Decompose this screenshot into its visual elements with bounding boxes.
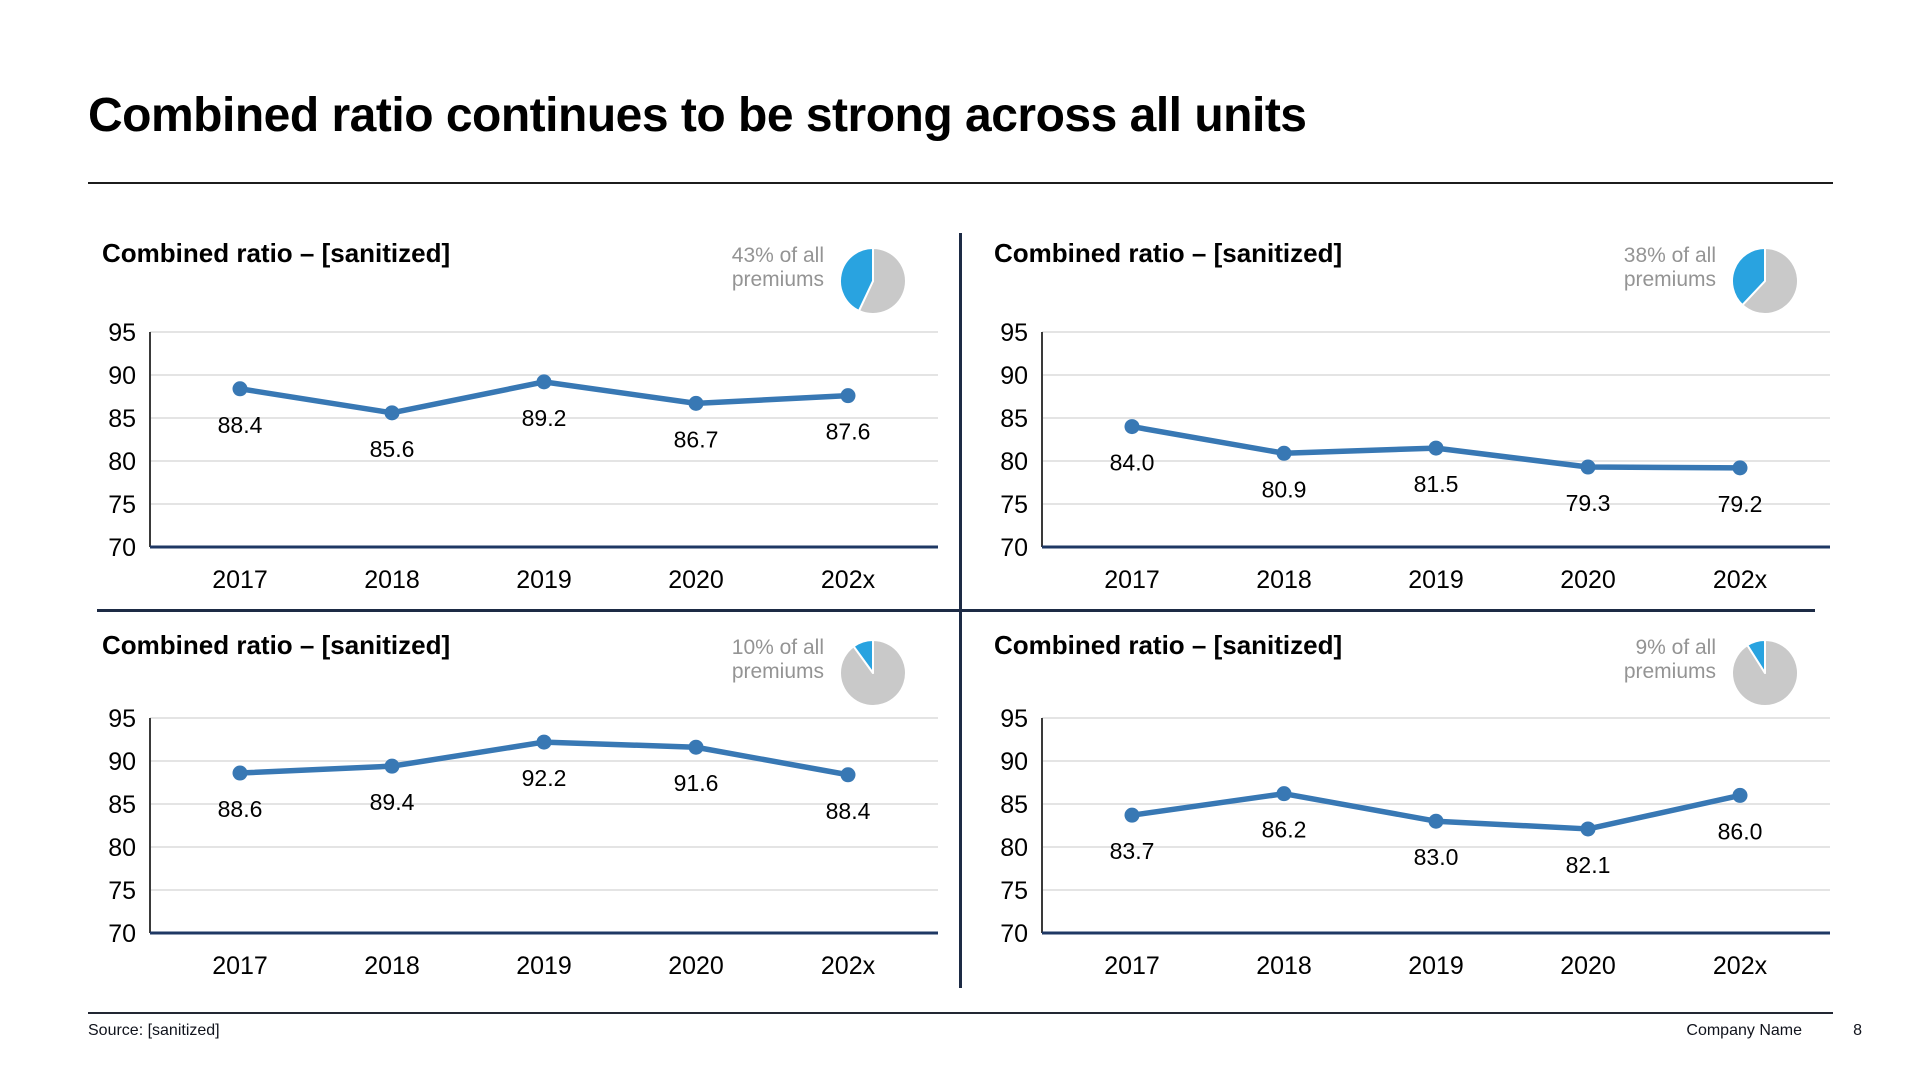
svg-text:89.2: 89.2 (522, 405, 567, 431)
svg-text:75: 75 (108, 877, 136, 905)
title-underline (88, 182, 1833, 184)
svg-text:80.9: 80.9 (1262, 476, 1307, 502)
svg-text:88.4: 88.4 (218, 412, 263, 438)
svg-text:2017: 2017 (212, 952, 268, 980)
svg-text:70: 70 (1000, 920, 1028, 948)
svg-text:80: 80 (1000, 448, 1028, 476)
page-title: Combined ratio continues to be strong ac… (88, 89, 1307, 142)
chart-title: Combined ratio – [sanitized] (994, 238, 1343, 268)
svg-text:202x: 202x (1713, 952, 1768, 980)
svg-text:80: 80 (108, 834, 136, 862)
svg-text:70: 70 (108, 534, 136, 562)
footer-source: Source: [sanitized] (88, 1022, 220, 1039)
svg-text:79.3: 79.3 (1566, 490, 1611, 516)
svg-text:2019: 2019 (1408, 566, 1464, 594)
svg-text:85: 85 (108, 791, 136, 819)
svg-text:95: 95 (1000, 706, 1028, 733)
svg-text:88.4: 88.4 (826, 798, 871, 824)
quadrant-bottom-right: Combined ratio – [sanitized] 9% of all p… (980, 622, 1832, 996)
svg-text:91.6: 91.6 (674, 770, 719, 796)
quadrant-bottom-left: Combined ratio – [sanitized] 10% of all … (88, 622, 940, 996)
svg-text:90: 90 (1000, 362, 1028, 390)
premium-share-label: 10% of all premiums (731, 636, 824, 684)
svg-text:85: 85 (1000, 405, 1028, 433)
svg-text:202x: 202x (821, 566, 876, 594)
svg-text:88.6: 88.6 (218, 796, 263, 822)
svg-text:2020: 2020 (1560, 566, 1616, 594)
svg-text:87.6: 87.6 (826, 419, 871, 445)
line-chart: 95 90 85 80 75 70 2017 2018 2019 2020 202x 83.7 86.2… (1000, 706, 1830, 980)
svg-text:83.7: 83.7 (1110, 838, 1155, 864)
svg-text:2019: 2019 (516, 952, 572, 980)
line-chart: 95 90 85 80 75 70 2017 2018 2019 2020 202x 88.6 89.4… (108, 706, 938, 980)
svg-text:90: 90 (1000, 748, 1028, 776)
svg-text:85: 85 (1000, 791, 1028, 819)
chart-title: Combined ratio – [sanitized] (102, 630, 451, 660)
chart-title: Combined ratio – [sanitized] (102, 238, 451, 268)
line-chart: 95 90 85 80 75 70 2017 2018 2019 2020 202x 88.4 85.6… (108, 320, 938, 594)
svg-text:2018: 2018 (364, 566, 420, 594)
svg-text:85.6: 85.6 (370, 436, 415, 462)
chart-title: Combined ratio – [sanitized] (994, 630, 1343, 660)
quadrant-top-left: Combined ratio – [sanitized] 43% of all … (88, 230, 940, 610)
chart-header: Combined ratio – [sanitized] 9% of all p… (980, 622, 1832, 707)
premium-pie-icon (839, 639, 907, 707)
svg-text:202x: 202x (821, 952, 876, 980)
svg-text:92.2: 92.2 (522, 765, 567, 791)
svg-text:80: 80 (1000, 834, 1028, 862)
svg-text:2017: 2017 (1104, 566, 1160, 594)
svg-text:95: 95 (1000, 320, 1028, 347)
premium-pie-icon (1731, 247, 1799, 315)
chart-header: Combined ratio – [sanitized] 38% of all … (980, 230, 1832, 320)
svg-text:2018: 2018 (364, 952, 420, 980)
svg-text:2019: 2019 (1408, 952, 1464, 980)
svg-text:90: 90 (108, 362, 136, 390)
svg-text:95: 95 (108, 320, 136, 347)
svg-text:84.0: 84.0 (1110, 450, 1155, 476)
svg-text:85: 85 (108, 405, 136, 433)
svg-text:2017: 2017 (212, 566, 268, 594)
svg-text:2020: 2020 (1560, 952, 1616, 980)
footer-rule (88, 1012, 1833, 1014)
svg-text:70: 70 (1000, 534, 1028, 562)
svg-text:81.5: 81.5 (1414, 471, 1459, 497)
quadrant-top-right: Combined ratio – [sanitized] 38% of all … (980, 230, 1832, 610)
chart-header: Combined ratio – [sanitized] 10% of all … (88, 622, 940, 707)
footer-page-number: 8 (1853, 1022, 1862, 1039)
quadrant-horizontal-divider (97, 609, 1815, 612)
chart-header: Combined ratio – [sanitized] 43% of all … (88, 230, 940, 320)
premium-share-label: 43% of all premiums (731, 244, 824, 292)
svg-text:2017: 2017 (1104, 952, 1160, 980)
footer-company-name: Company Name (1686, 1022, 1802, 1039)
svg-text:79.2: 79.2 (1718, 491, 1763, 517)
svg-text:83.0: 83.0 (1414, 844, 1459, 870)
premium-pie-icon (839, 247, 907, 315)
svg-text:86.7: 86.7 (674, 426, 719, 452)
svg-text:86.2: 86.2 (1262, 817, 1307, 843)
premium-pie-icon (1731, 639, 1800, 707)
line-chart: 95 90 85 80 75 70 2017 2018 2019 2020 202x 84.0 80.9… (1000, 320, 1830, 594)
svg-text:2020: 2020 (668, 952, 724, 980)
svg-text:2018: 2018 (1256, 566, 1312, 594)
premium-share-label: 38% of all premiums (1623, 244, 1716, 292)
svg-text:75: 75 (1000, 491, 1028, 519)
svg-text:2019: 2019 (516, 566, 572, 594)
svg-text:80: 80 (108, 448, 136, 476)
svg-text:82.1: 82.1 (1566, 852, 1611, 878)
svg-text:90: 90 (108, 748, 136, 776)
svg-text:95: 95 (108, 706, 136, 733)
premium-share-label: 9% of all premiums (1623, 636, 1716, 684)
svg-text:86.0: 86.0 (1718, 818, 1763, 844)
svg-text:2020: 2020 (668, 566, 724, 594)
svg-text:89.4: 89.4 (370, 789, 415, 815)
svg-text:70: 70 (108, 920, 136, 948)
svg-text:75: 75 (1000, 877, 1028, 905)
svg-text:202x: 202x (1713, 566, 1768, 594)
svg-text:75: 75 (108, 491, 136, 519)
svg-text:2018: 2018 (1256, 952, 1312, 980)
